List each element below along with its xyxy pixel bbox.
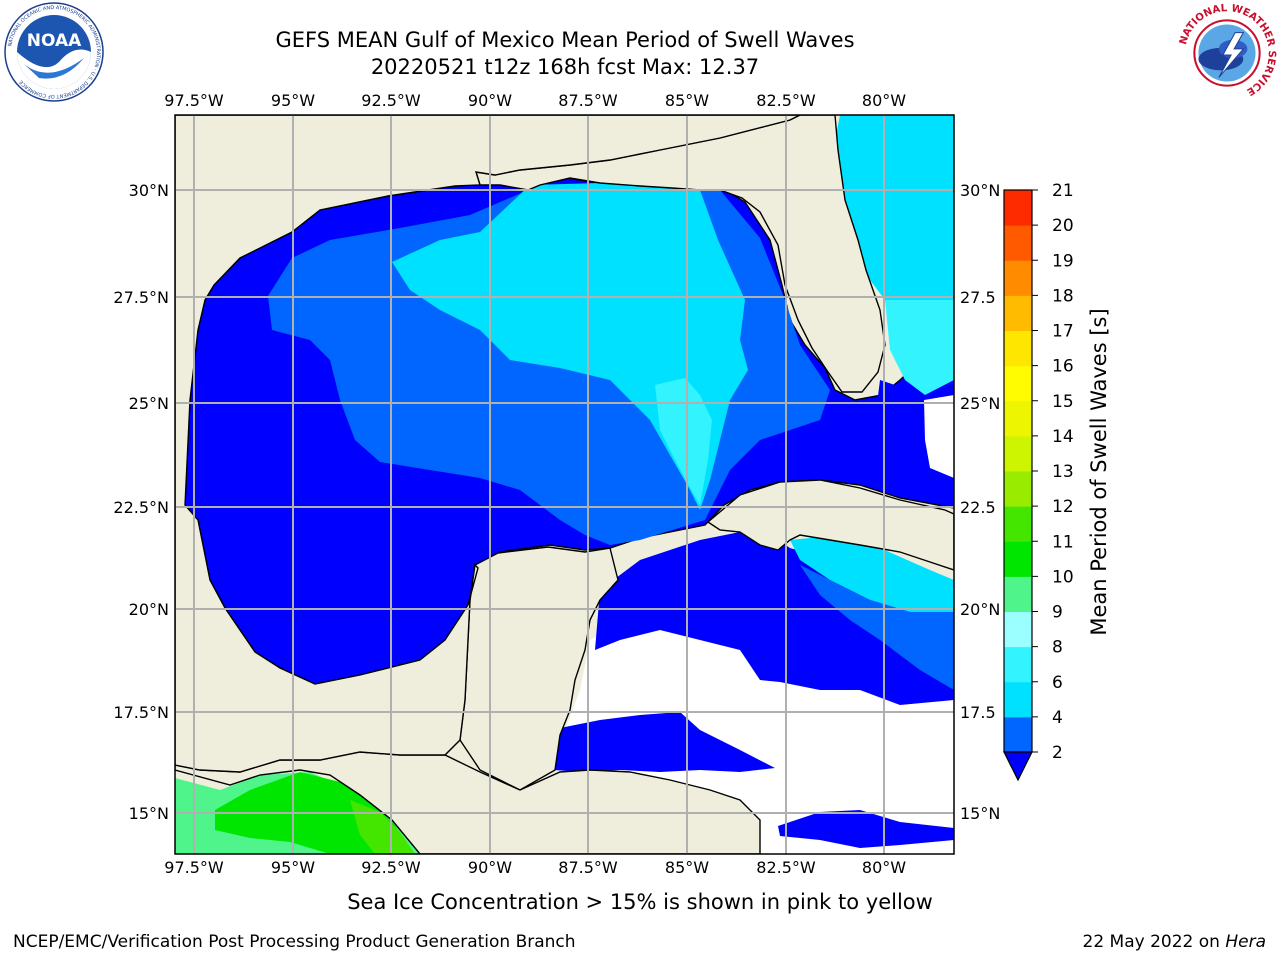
swell-region-6-8 bbox=[655, 378, 712, 505]
lon-label-top: 82.5°W bbox=[756, 91, 816, 110]
lat-label-left: 30°N bbox=[129, 181, 169, 200]
lon-label-bottom: 97.5°W bbox=[164, 858, 224, 877]
caribbean-blue bbox=[595, 528, 954, 705]
footer-credit: NCEP/EMC/Verification Post Processing Pr… bbox=[13, 932, 576, 952]
lon-label-bottom: 85°W bbox=[665, 858, 709, 877]
nws-logo: NATIONAL WEATHER SERVICE bbox=[1178, 3, 1277, 102]
lon-label-bottom: 82.5°W bbox=[756, 858, 816, 877]
lon-label-top: 80°W bbox=[862, 91, 906, 110]
chart-subtitle: 20220521 t12z 168h fcst Max: 12.37 bbox=[370, 55, 760, 79]
colorbar-segment bbox=[1004, 435, 1032, 472]
lat-label-right: 20°N bbox=[960, 600, 1000, 619]
lon-label-top: 87.5°W bbox=[558, 91, 618, 110]
map-frame bbox=[174, 114, 955, 855]
lon-label-top: 85°W bbox=[665, 91, 709, 110]
lon-label-bottom: 87.5°W bbox=[558, 858, 618, 877]
colorbar-segment bbox=[1004, 646, 1032, 683]
atlantic-bahamas bbox=[885, 300, 954, 395]
lat-label-right: 17.5 bbox=[960, 703, 996, 722]
colorbar-tick-label: 19 bbox=[1052, 251, 1074, 271]
noaa-logo: NOAA NATIONAL OCEANIC AND ATMOSPHERIC AD… bbox=[4, 2, 104, 102]
colorbar-tick-label: 15 bbox=[1052, 392, 1074, 412]
atlantic-white bbox=[924, 395, 954, 478]
colorbar-tick-label: 12 bbox=[1052, 497, 1074, 517]
colorbar-tick-label: 10 bbox=[1052, 567, 1074, 587]
colorbar-tick-label: 11 bbox=[1052, 532, 1074, 552]
colorbar-label: Mean Period of Swell Waves [s] bbox=[1087, 308, 1111, 635]
lat-label-right: 15°N bbox=[960, 804, 1000, 823]
colorbar-tick-label: 4 bbox=[1052, 708, 1063, 728]
lat-label-right: 25°N bbox=[960, 394, 1000, 413]
colorbar-segment bbox=[1004, 190, 1032, 226]
chart-title: GEFS MEAN Gulf of Mexico Mean Period of … bbox=[275, 28, 855, 52]
colorbar: 2 4 6 8 9 10 11 12 13 14 15 16 17 18 19 20 21 bbox=[1003, 181, 1074, 782]
colorbar-tick-label: 20 bbox=[1052, 216, 1074, 236]
footer-date-text: 22 May 2022 on bbox=[1082, 932, 1220, 952]
colorbar-segment bbox=[1004, 295, 1032, 331]
map-gridlines bbox=[175, 115, 954, 854]
colorbar-segment bbox=[1004, 225, 1032, 261]
lat-label-left: 20°N bbox=[129, 600, 169, 619]
colorbar-tick-label: 18 bbox=[1052, 286, 1074, 306]
map-area bbox=[175, 115, 954, 854]
colorbar-tick-label: 14 bbox=[1052, 427, 1074, 447]
colorbar-tick-label: 8 bbox=[1052, 638, 1063, 658]
colorbar-segment bbox=[1004, 716, 1032, 753]
caribbean-lightblue bbox=[800, 565, 954, 690]
colorbar-segment bbox=[1004, 260, 1032, 296]
lon-label-top: 95°W bbox=[271, 91, 315, 110]
colorbar-segment bbox=[1004, 400, 1032, 437]
mexico-west-coast bbox=[175, 115, 801, 773]
lat-label-left: 17.5°N bbox=[113, 703, 169, 722]
colorbar-extend-min bbox=[1003, 751, 1033, 782]
lat-label-right: 27.5 bbox=[960, 288, 996, 307]
lon-label-bottom: 90°W bbox=[468, 858, 512, 877]
colorbar-tick-label: 13 bbox=[1052, 462, 1074, 482]
colorbar-tick-label: 2 bbox=[1052, 743, 1063, 763]
colorbar-tick-label: 16 bbox=[1052, 357, 1074, 377]
colorbar-segment bbox=[1004, 506, 1032, 542]
colorbar-segment bbox=[1004, 330, 1032, 367]
colorbar-tick-label: 9 bbox=[1052, 603, 1063, 623]
colorbar-tick-label: 6 bbox=[1052, 673, 1063, 693]
lat-label-left: 25°N bbox=[129, 394, 169, 413]
lon-label-top: 92.5°W bbox=[361, 91, 421, 110]
colorbar-segment bbox=[1004, 365, 1032, 402]
caribbean-blue-se bbox=[778, 810, 954, 848]
atlantic-cyan bbox=[835, 115, 954, 310]
lon-label-bottom: 92.5°W bbox=[361, 858, 421, 877]
colorbar-segment bbox=[1004, 576, 1032, 612]
footer-host: Hera bbox=[1225, 932, 1266, 952]
lat-label-left: 15°N bbox=[129, 804, 169, 823]
colorbar-tick-label: 17 bbox=[1052, 322, 1074, 342]
lon-label-top: 90°W bbox=[468, 91, 512, 110]
caribbean-cyan bbox=[790, 535, 954, 612]
colorbar-segment bbox=[1004, 471, 1032, 507]
lon-label-top: 97.5°W bbox=[164, 91, 224, 110]
colorbar-segment bbox=[1004, 541, 1032, 577]
colorbar-tick-label: 21 bbox=[1052, 181, 1074, 201]
sea-ice-note: Sea Ice Concentration > 15% is shown in … bbox=[347, 890, 933, 914]
lon-label-bottom: 95°W bbox=[271, 858, 315, 877]
lat-label-left: 27.5°N bbox=[113, 288, 169, 307]
colorbar-segment bbox=[1004, 611, 1032, 648]
colorbar-segment bbox=[1004, 681, 1032, 718]
swell-region-4-6 bbox=[392, 183, 748, 510]
footer-date: 22 May 2022 on Hera bbox=[1083, 932, 1267, 952]
noaa-logo-text: NOAA bbox=[27, 31, 82, 51]
lat-label-left: 22.5°N bbox=[113, 498, 169, 517]
lat-label-right: 22.5 bbox=[960, 498, 996, 517]
caribbean-blue-south bbox=[555, 712, 775, 772]
lon-label-bottom: 80°W bbox=[862, 858, 906, 877]
lat-label-right: 30°N bbox=[960, 181, 1000, 200]
cuba-island bbox=[706, 479, 954, 571]
